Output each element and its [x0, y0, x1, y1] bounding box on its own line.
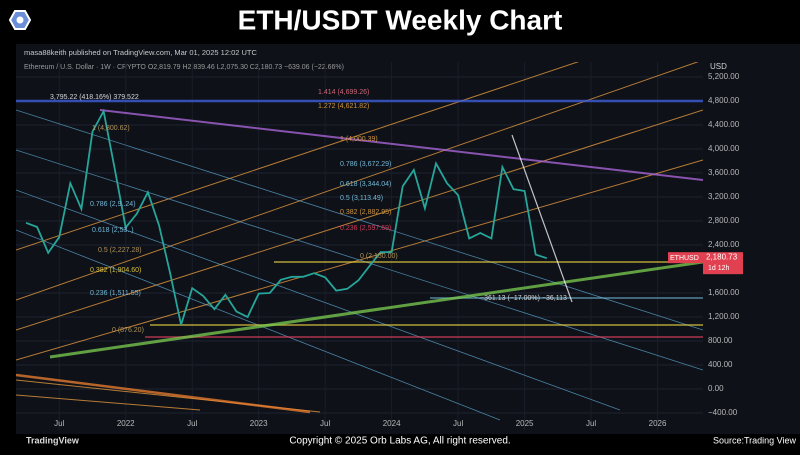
y-tick-label: 2,400.00	[708, 240, 740, 249]
annotation: 0.5 (2,227.28)	[98, 247, 142, 254]
x-tick-label: Jul	[586, 419, 596, 428]
y-tick-label: 4,800.00	[708, 96, 740, 105]
currency: USD	[710, 62, 727, 71]
y-tick-label: 1,600.00	[708, 288, 740, 297]
footer-bar	[0, 434, 800, 450]
y-tick-label: 400.00	[708, 360, 733, 369]
x-tick-label: Jul	[320, 419, 330, 428]
x-tick-label: 2023	[250, 419, 268, 428]
x-tick-label: 2026	[649, 419, 667, 428]
drawing-line	[16, 189, 621, 411]
y-tick-label: 4,400.00	[708, 120, 740, 129]
price-tag-countdown: 1d 12h	[708, 265, 730, 272]
annotation: 0.236 (2,597.69)	[340, 225, 391, 232]
drawing-line	[99, 109, 703, 181]
y-tick-label: 3,200.00	[708, 192, 740, 201]
annotation: 3,795.22 (418.16%) 379.522	[50, 94, 139, 101]
price-axis	[703, 62, 800, 434]
y-tick-label: 1,200.00	[708, 312, 740, 321]
logo-icon	[8, 10, 32, 30]
x-tick-label: 2022	[117, 419, 135, 428]
y-tick-label: 3,600.00	[708, 168, 740, 177]
annotation: 0.5 (3,113.49)	[340, 195, 383, 202]
annotation: 0.236 (1,511.55)	[90, 290, 141, 297]
x-tick-label: Jul	[187, 419, 197, 428]
price-tag-price: 2,180.73	[706, 252, 738, 261]
symbol-line: Ethereum / U.S. Dollar · 1W · CRYPTO O2,…	[24, 64, 344, 71]
annotation: 0.786 (3,672.29)	[340, 161, 391, 168]
x-tick-label: 2024	[383, 419, 401, 428]
drawing-line	[16, 394, 201, 411]
price-line	[25, 108, 548, 326]
y-tick-label: 0.00	[708, 384, 724, 393]
page-title: ETH/USDT Weekly Chart	[238, 4, 563, 35]
drawing-line	[49, 260, 703, 359]
drawing-line	[16, 62, 580, 251]
drawing-line	[511, 134, 573, 303]
drawing-line	[16, 373, 311, 414]
drawing-line	[16, 109, 703, 331]
annotation: 0.618 (3,344.04)	[340, 181, 391, 188]
annotation: −361.13 (−17.00%) −36,113	[480, 295, 567, 302]
annotation: 1 (4,000.39)	[340, 136, 378, 143]
plot-area	[16, 62, 703, 430]
annotation: 0.382 (1,904.60)	[90, 267, 141, 274]
footer-logo: TradingView	[26, 435, 80, 445]
y-tick-label: 5,200.00	[708, 72, 740, 81]
annotation: 1.414 (4,699.26)	[318, 89, 369, 96]
x-tick-label: Jul	[54, 419, 64, 428]
y-tick-label: 4,000.00	[708, 144, 740, 153]
annotation: 0 (876.20)	[112, 327, 144, 334]
annotation: 0.786 (2,9..24)	[90, 201, 136, 208]
annotation: 0.618 (2,53..)	[92, 227, 134, 234]
price-tag-bg	[668, 252, 703, 264]
y-tick-label: 2,800.00	[708, 216, 740, 225]
y-tick-label: −400.00	[708, 408, 738, 417]
price-tag-symbol: ETHUSD	[670, 255, 699, 262]
annotation: 0 (2,150.00)	[360, 253, 398, 260]
drawing-line	[16, 149, 703, 371]
y-tick-label: 800.00	[708, 336, 733, 345]
publish-line: masa88keith published on TradingView.com…	[24, 48, 257, 57]
x-tick-label: 2025	[516, 419, 534, 428]
annotation: 1.272 (4,621.82)	[318, 103, 369, 110]
price-tag-box	[703, 252, 743, 275]
source: Source:Trading View	[713, 435, 797, 445]
chart-panel	[16, 44, 800, 434]
annotation: 1 (4,800.62)	[92, 125, 130, 132]
copyright: Copyright © 2025 Orb Labs AG, All right …	[289, 436, 510, 447]
annotation: 0.382 (2,882.95)	[340, 209, 391, 216]
x-tick-label: Jul	[453, 419, 463, 428]
